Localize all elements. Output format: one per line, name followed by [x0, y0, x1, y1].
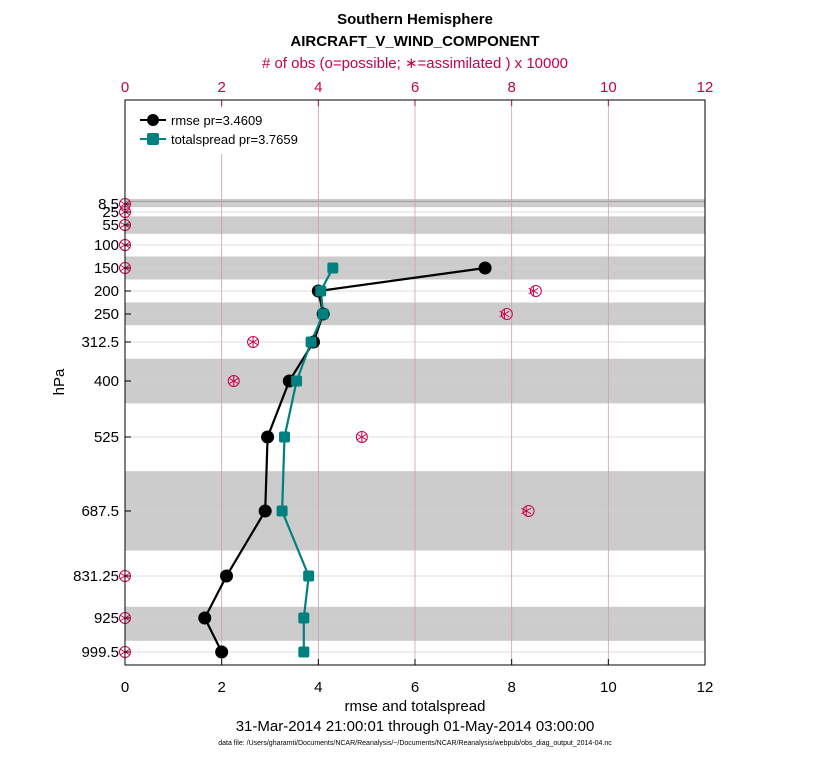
top-tick-label-0: 0 [121, 79, 129, 96]
y-tick-label-13: 999.5 [81, 644, 119, 661]
obs-possible-6 [500, 308, 513, 320]
legend-box [136, 108, 312, 154]
y-tick-label-9: 525 [94, 429, 119, 446]
totalspread-point-8 [298, 612, 310, 624]
y-tick-label-3: 100 [94, 237, 119, 254]
obs-asterisk-stroke [228, 377, 239, 385]
x-tick-label-5: 10 [600, 679, 617, 696]
legend-totalspread-marker [147, 133, 159, 145]
totalspread-point-0 [327, 262, 339, 274]
totalspread-point-9 [298, 646, 310, 658]
rmse-point-0 [478, 261, 492, 275]
obs-assimilated-5 [528, 285, 539, 297]
x-tick-label-0: 0 [121, 679, 129, 696]
legend-rmse-label: rmse pr=3.4609 [171, 113, 262, 128]
obs-assimilated-9 [356, 431, 367, 443]
x-tick-label-4: 8 [507, 679, 515, 696]
x-tick-label-3: 6 [411, 679, 419, 696]
totalspread-point-7 [303, 570, 315, 582]
data-file: data file: /Users/gharamti/Documents/NCA… [218, 740, 612, 747]
obs-possible-5 [529, 285, 542, 297]
obs-asterisk-stroke [356, 433, 367, 441]
obs-assimilated-8 [228, 375, 239, 387]
y-axis-label: hPa [51, 368, 68, 395]
y-tick-label-6: 250 [94, 306, 119, 323]
y-tick-label-11: 831.25 [73, 568, 119, 585]
top-tick-label-1: 2 [217, 79, 225, 96]
rmse-point-5 [261, 430, 275, 444]
y-tick-label-5: 200 [94, 283, 119, 300]
top-axis-label: # of obs (o=possible; ∗=assimilated ) x … [262, 55, 568, 72]
top-tick-label-3: 6 [411, 79, 419, 96]
legend-totalspread-label: totalspread pr=3.7659 [171, 132, 298, 147]
chart-subtitle: AIRCRAFT_V_WIND_COMPONENT [290, 33, 539, 50]
y-tick-label-8: 400 [94, 373, 119, 390]
totalspread-point-4 [291, 375, 303, 387]
y-tick-label-10: 687.5 [81, 503, 119, 520]
totalspread-point-1 [315, 285, 327, 297]
rmse-point-7 [220, 569, 233, 583]
totalspread-line [280, 267, 334, 652]
rmse-point-8 [198, 611, 212, 625]
legend: rmse pr=3.4609 totalspread pr=3.7659 [136, 108, 312, 154]
obs-asterisk-stroke [528, 287, 539, 295]
rmse-line [203, 266, 486, 653]
obs-possible-10 [522, 505, 535, 517]
legend-rmse-marker [147, 114, 159, 126]
obs-asterisk-stroke [499, 310, 510, 318]
series-lines [203, 266, 486, 653]
x-tick-label-6: 12 [697, 679, 714, 696]
x-axis-label: rmse and totalspread [345, 698, 486, 715]
y-tick-label-0: 8.5 [98, 196, 119, 213]
y-tick-label-7: 312.5 [81, 334, 119, 351]
obs-asterisk-stroke [248, 338, 259, 346]
plot-frame [124, 99, 706, 666]
y-tick-label-4: 150 [94, 260, 119, 277]
top-tick-label-5: 10 [600, 79, 617, 96]
date-range: 31-Mar-2014 21:00:01 through 01-May-2014… [236, 718, 595, 735]
totalspread-point-5 [279, 431, 290, 443]
rmse-point-9 [215, 645, 229, 659]
rmse-point-6 [258, 504, 272, 518]
obs-assimilated-6 [499, 308, 510, 320]
obs-assimilated-10 [521, 505, 532, 517]
totalspread-point-3 [305, 336, 317, 348]
top-tick-label-2: 4 [314, 79, 322, 96]
x-tick-label-2: 4 [314, 679, 322, 696]
chart-title: Southern Hemisphere [337, 11, 493, 28]
y-tick-label-2: 55 [102, 217, 119, 234]
series-markers [198, 261, 492, 659]
obs-asterisk-stroke [521, 507, 532, 515]
top-tick-label-4: 8 [507, 79, 515, 96]
totalspread-point-6 [276, 505, 288, 517]
x-tick-label-1: 2 [217, 679, 225, 696]
totalspread-point-2 [317, 308, 329, 320]
top-tick-label-6: 12 [697, 79, 714, 96]
obs-assimilated-7 [248, 336, 259, 348]
y-tick-label-12: 925 [94, 610, 119, 627]
y-tick-label-1: 25 [102, 204, 119, 221]
